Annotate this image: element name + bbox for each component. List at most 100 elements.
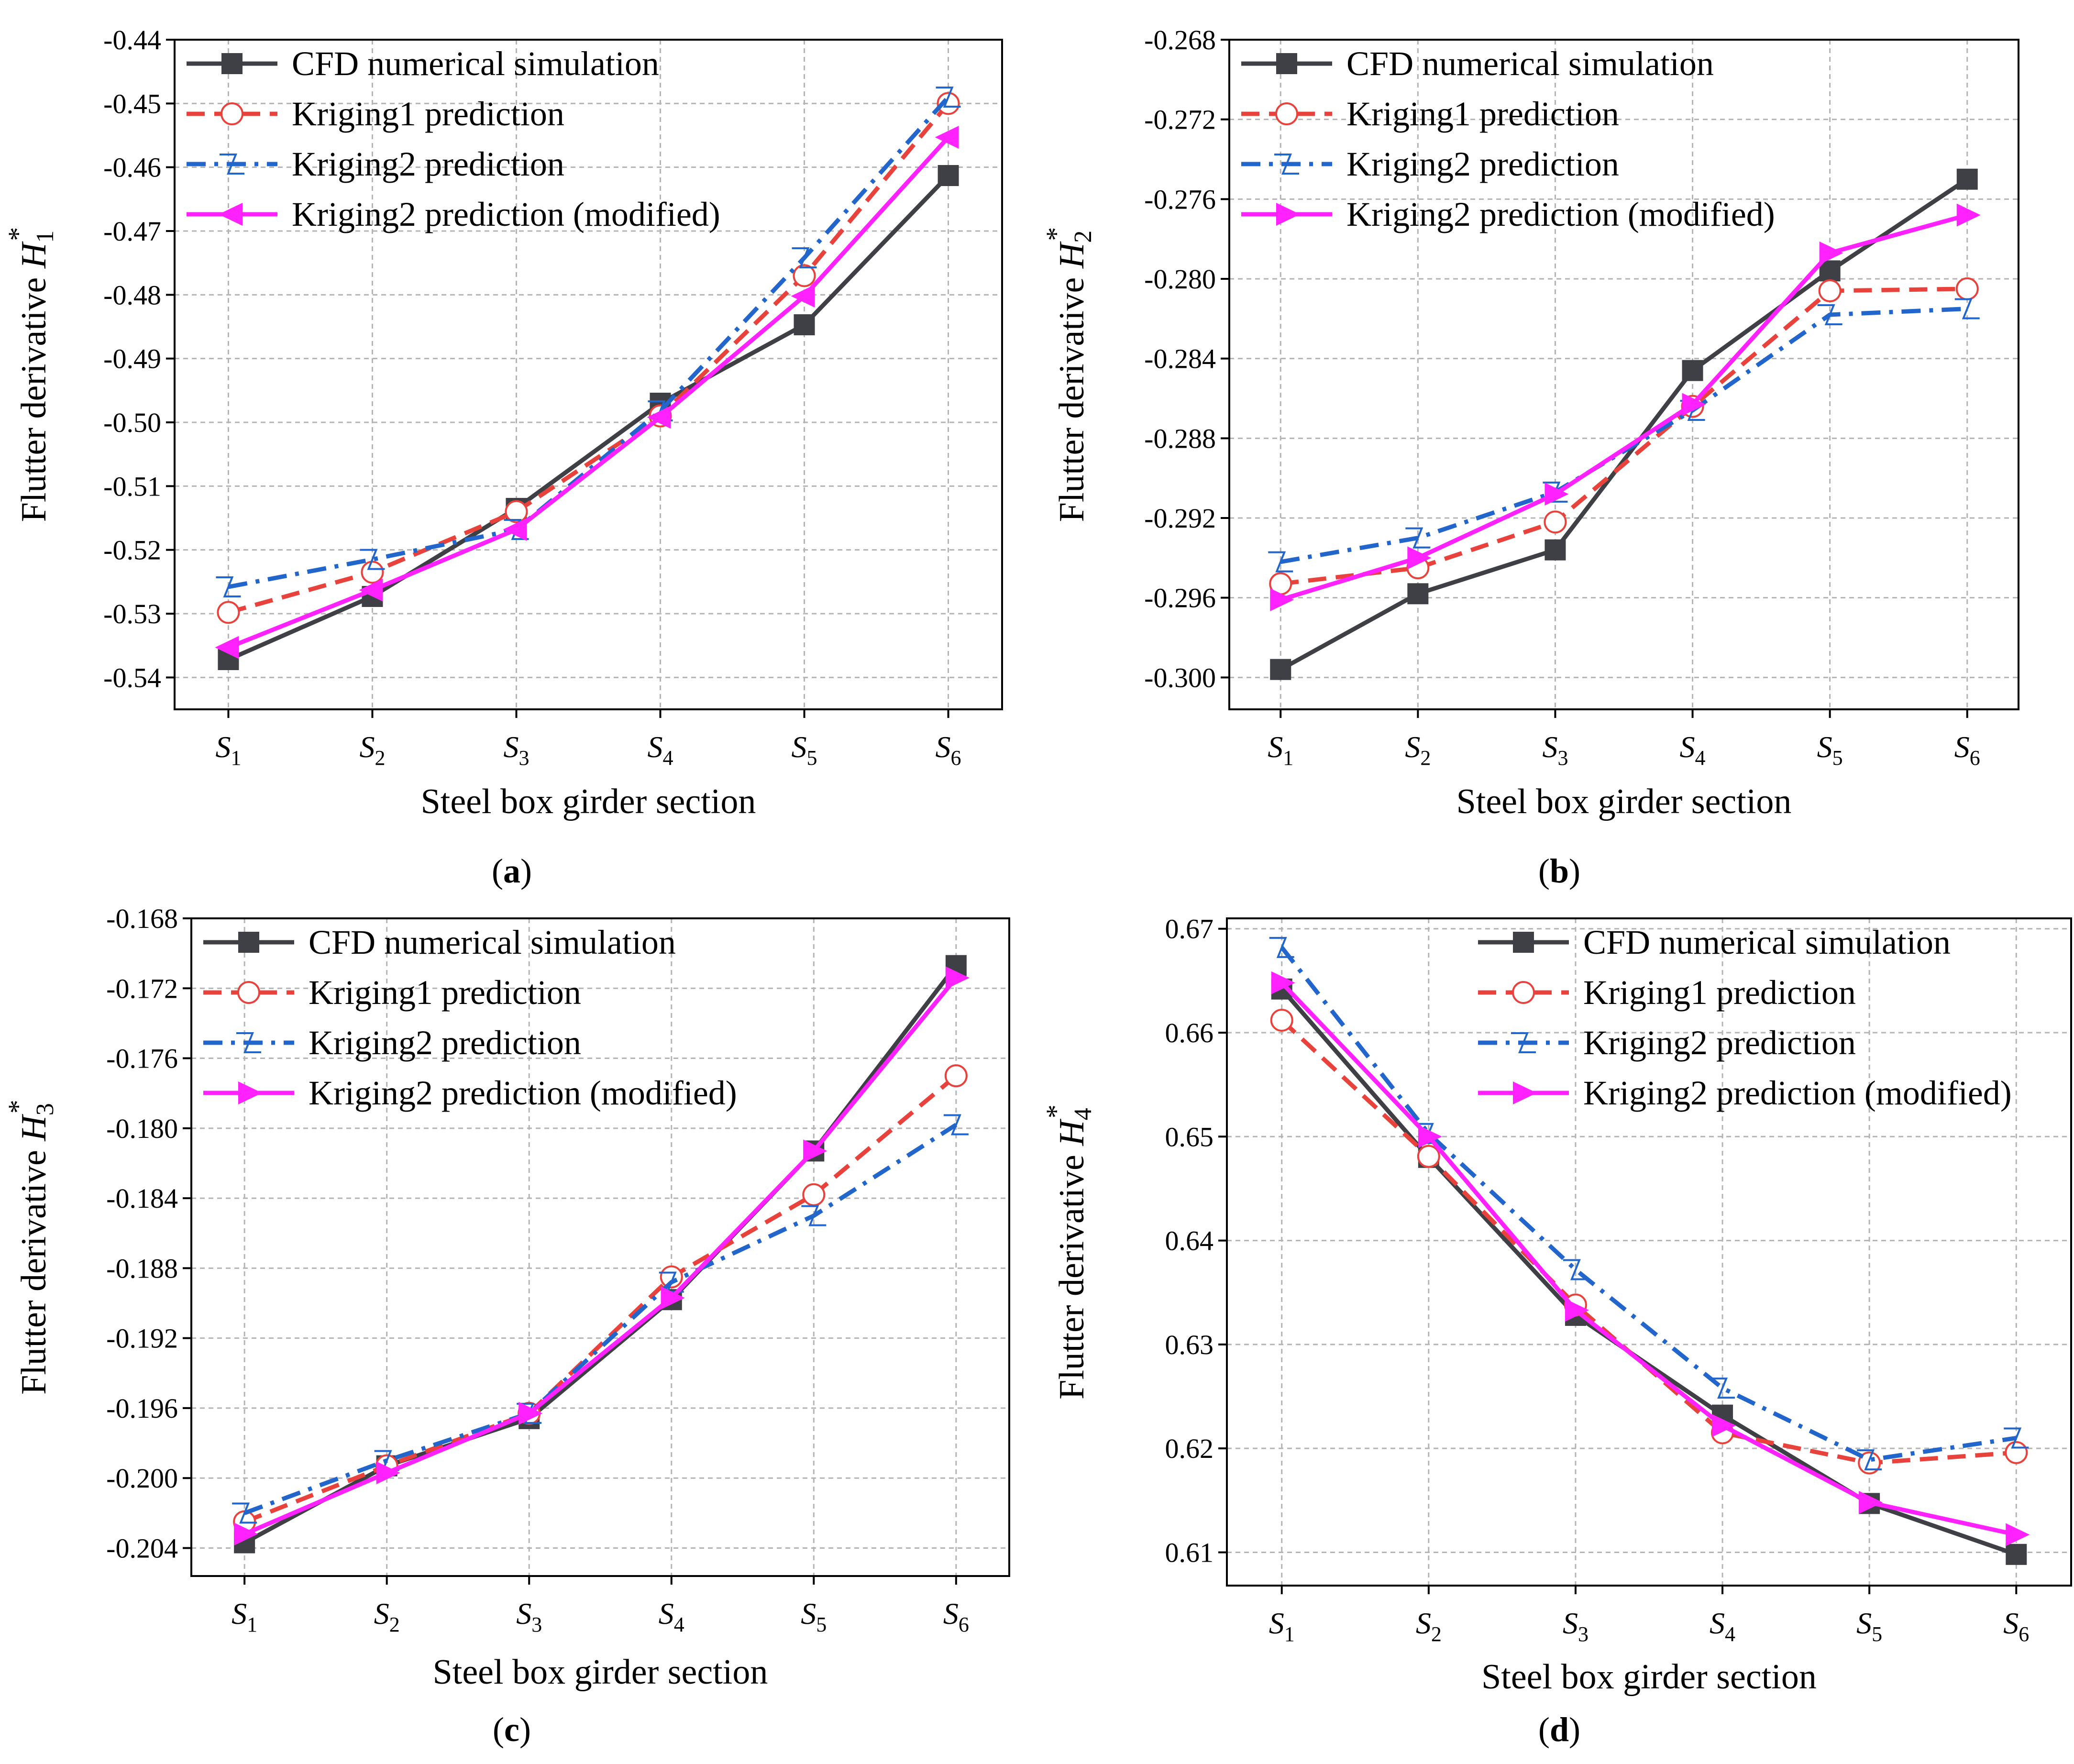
y-tick-label: 0.61 xyxy=(1165,1537,1214,1568)
data-point-kriging2 xyxy=(1268,551,1293,573)
legend-swatch-marker xyxy=(221,102,243,125)
y-tick-label: 0.63 xyxy=(1165,1329,1214,1360)
data-point-kriging2 xyxy=(801,1205,827,1226)
data-point-kriging1 xyxy=(944,1064,968,1088)
grid-d xyxy=(1227,918,2071,1586)
data-point-kriging1 xyxy=(1818,279,1842,302)
legend-c: CFD numerical simulation Kriging1 predict… xyxy=(203,923,737,1112)
legend-swatch-marker xyxy=(1275,102,1298,125)
y-tick-label: -0.200 xyxy=(106,1463,178,1494)
data-point-kriging2 xyxy=(1817,304,1842,325)
legend-label: CFD numerical simulation xyxy=(1583,923,1951,961)
y-tick-label: -0.47 xyxy=(103,216,161,247)
series-line-kriging1 xyxy=(1280,287,1967,586)
x-tick-label: S2 xyxy=(374,1597,400,1636)
x-tick-label: S4 xyxy=(659,1597,684,1636)
data-point-kriging2 xyxy=(1563,1259,1588,1280)
y-tick-label: -0.192 xyxy=(106,1323,178,1354)
y-tick-label: 0.66 xyxy=(1165,1017,1214,1048)
data-point-kriging1 xyxy=(1270,1008,1293,1032)
grid-b xyxy=(1229,40,2019,709)
legend-label: Kriging2 prediction xyxy=(1346,145,1619,183)
series-line-modified xyxy=(1280,213,1968,602)
y-axis-label: Flutter derivative H2* xyxy=(1040,227,1097,522)
y-tick-label: -0.188 xyxy=(106,1253,178,1284)
y-tick-label: 0.65 xyxy=(1165,1121,1214,1152)
x-tick-label: S2 xyxy=(359,730,385,770)
panel-label: (a) xyxy=(492,852,532,890)
x-tick-label: S6 xyxy=(936,730,961,770)
data-point-modified xyxy=(1544,483,1569,506)
data-point-modified xyxy=(2006,1523,2030,1546)
x-tick-label: S4 xyxy=(1680,730,1706,770)
y-tick-label: -0.284 xyxy=(1144,343,1216,375)
x-tick-label: S1 xyxy=(1268,730,1293,770)
legend-item-cfd: CFD numerical simulation xyxy=(1241,44,1714,83)
legend-a: CFD numerical simulation Kriging1 predict… xyxy=(187,44,720,233)
series-cfd xyxy=(1271,978,2027,1565)
legend-swatch-marker xyxy=(237,981,260,1004)
data-point-kriging2 xyxy=(943,1114,969,1136)
series-kriging2 xyxy=(232,1114,969,1524)
plot-frame-d xyxy=(1226,917,2072,1587)
x-tick-label: S4 xyxy=(648,730,673,770)
data-point-modified xyxy=(359,578,383,602)
data-point-kriging1 xyxy=(1955,277,1979,300)
data-point-modified xyxy=(1271,971,1295,994)
legend-swatch-marker xyxy=(1276,203,1300,226)
legend-label: Kriging2 prediction (modified) xyxy=(292,195,720,233)
legend-item-modified: Kriging2 prediction (modified) xyxy=(203,1074,737,1112)
y-tick-label: -0.272 xyxy=(1144,104,1216,135)
x-tick-label: S6 xyxy=(943,1597,969,1636)
data-point-cfd xyxy=(938,165,959,186)
x-tick-label: S3 xyxy=(516,1597,542,1636)
x-tick-label: S1 xyxy=(1269,1606,1295,1646)
legend-label: Kriging1 prediction xyxy=(309,973,581,1012)
legend-item-kriging1: Kriging1 prediction xyxy=(187,95,564,133)
data-point-kriging1 xyxy=(937,92,960,115)
y-tick-label: -0.204 xyxy=(106,1532,178,1564)
series-line-cfd xyxy=(1280,177,1969,672)
legend-label: CFD numerical simulation xyxy=(1346,44,1714,83)
y-tick-label: -0.300 xyxy=(1144,662,1216,693)
data-point-modified xyxy=(1956,203,1981,227)
data-point-kriging1 xyxy=(2005,1441,2028,1464)
legend-swatch-marker xyxy=(238,932,259,953)
y-tick-label: -0.50 xyxy=(103,407,161,438)
series-cfd xyxy=(1270,168,1978,680)
legend-item-modified: Kriging2 prediction (modified) xyxy=(1241,195,1775,233)
chart-panel-b: -0.300 -0.296 -0.292 -0.288 -0.284 -0.280 -0.2… xyxy=(1040,24,2019,890)
legend-b: CFD numerical simulation Kriging1 predict… xyxy=(1241,44,1775,233)
data-point-modified xyxy=(1819,241,1843,265)
series-line-cfd xyxy=(227,174,950,662)
y-tick-label: -0.292 xyxy=(1144,503,1216,534)
y-tick-label: -0.268 xyxy=(1144,24,1216,55)
series-line-kriging1 xyxy=(243,1074,958,1524)
data-point-kriging2 xyxy=(1710,1378,1735,1399)
legend-swatch-marker xyxy=(220,154,244,175)
series-kriging2 xyxy=(1269,937,2029,1471)
legend-label: Kriging2 prediction xyxy=(292,145,564,183)
legend-item-modified: Kriging2 prediction (modified) xyxy=(187,195,720,233)
x-tick-label: S5 xyxy=(1817,730,1843,770)
data-point-modified xyxy=(503,518,527,541)
legend-swatch-marker xyxy=(1512,981,1535,1004)
data-point-cfd xyxy=(1270,659,1291,680)
data-point-kriging2 xyxy=(1405,527,1431,549)
chart-panel-a: -0.54 -0.53 -0.52 -0.51 -0.50 -0.49 -0.48 -0.47… xyxy=(2,24,1003,890)
y-tick-label: -0.176 xyxy=(106,1043,178,1074)
data-point-modified xyxy=(647,406,671,429)
data-point-kriging2 xyxy=(216,576,241,597)
data-point-modified xyxy=(376,1461,400,1485)
series-kriging2 xyxy=(216,87,961,597)
data-point-cfd xyxy=(794,314,815,335)
data-point-kriging1 xyxy=(217,601,240,624)
legend-item-kriging1: Kriging1 prediction xyxy=(1478,973,1856,1012)
plot-frame-a xyxy=(174,39,1003,710)
x-tick-label: S5 xyxy=(801,1597,827,1636)
series-line-modified xyxy=(227,135,950,650)
series-kriging2 xyxy=(1268,298,1980,573)
x-tick-label: S3 xyxy=(503,730,529,770)
plot-frame-b xyxy=(1228,39,2019,710)
legend-item-kriging2: Kriging2 prediction xyxy=(1241,145,1619,183)
